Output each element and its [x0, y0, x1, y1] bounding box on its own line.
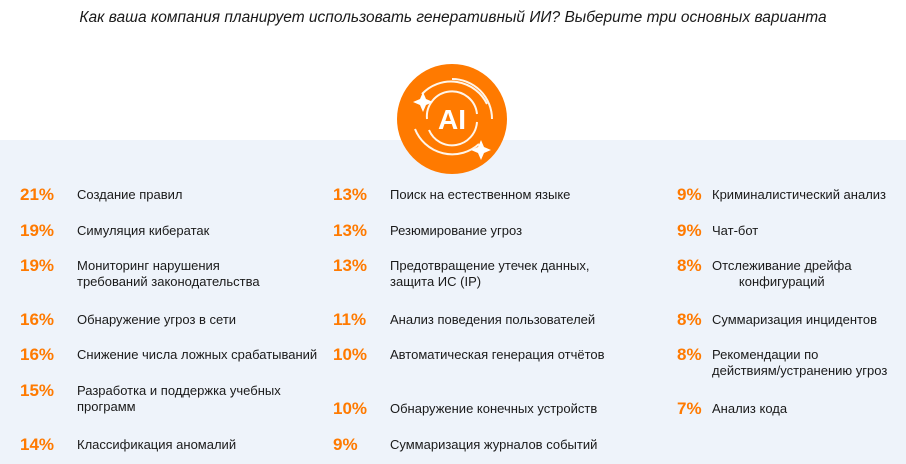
- result-item: 19% Мониторинг нарушения требований закон…: [20, 257, 260, 290]
- result-item: 13% Поиск на естественном языке: [333, 186, 570, 203]
- result-percent: 19%: [20, 221, 55, 240]
- result-item: 16% Обнаружение угроз в сети: [20, 311, 236, 328]
- result-label: Автоматическая генерация отчётов: [390, 347, 605, 362]
- result-item: 9% Суммаризация журналов событий: [333, 436, 597, 453]
- result-item: 8% Отслеживание дрейфа конфигураций: [677, 257, 852, 290]
- result-percent: 16%: [20, 310, 55, 329]
- result-percent: 8%: [677, 345, 702, 364]
- result-item: 9% Чат-бот: [677, 222, 758, 239]
- result-percent: 13%: [333, 256, 368, 275]
- result-percent: 19%: [20, 256, 55, 275]
- result-label: Обнаружение угроз в сети: [77, 312, 237, 327]
- result-label: Анализ поведения пользователей: [390, 312, 596, 327]
- result-label: Поиск на естественном языке: [390, 187, 571, 202]
- result-item: 15% Разработка и поддержка учебных програ…: [20, 382, 281, 415]
- result-percent: 8%: [677, 256, 702, 275]
- result-item: 7% Анализ кода: [677, 400, 787, 417]
- result-label: Криминалистический анализ: [712, 187, 887, 202]
- result-label: Рекомендации по действиям/устранению угр…: [712, 347, 888, 378]
- result-item: 14% Классификация аномалий: [20, 436, 236, 453]
- result-item: 13% Резюмирование угроз: [333, 222, 522, 239]
- result-percent: 9%: [333, 435, 358, 454]
- result-label: Симуляция кибератак: [77, 223, 210, 238]
- result-label: Мониторинг нарушения требований законода…: [77, 258, 260, 289]
- result-item: 10% Автоматическая генерация отчётов: [333, 346, 605, 363]
- result-percent: 9%: [677, 221, 702, 240]
- result-percent: 8%: [677, 310, 702, 329]
- result-item: 16% Снижение числа ложных срабатываний: [20, 346, 317, 363]
- result-percent: 10%: [333, 399, 368, 418]
- result-label: Суммаризация инцидентов: [712, 312, 877, 327]
- survey-question-title: Как ваша компания планирует использовать…: [79, 9, 827, 26]
- result-label: Разработка и поддержка учебных программ: [77, 383, 281, 414]
- result-label: Снижение числа ложных срабатываний: [77, 347, 318, 362]
- result-label: Отслеживание дрейфа конфигураций: [712, 258, 852, 289]
- result-percent: 13%: [333, 221, 368, 240]
- result-label: Чат-бот: [712, 223, 759, 238]
- ai-logo-icon: AI: [397, 64, 507, 174]
- result-percent: 9%: [677, 185, 702, 204]
- result-item: 19% Симуляция кибератак: [20, 222, 209, 239]
- result-percent: 7%: [677, 399, 702, 418]
- result-item: 9% Криминалистический анализ: [677, 186, 886, 203]
- result-percent: 14%: [20, 435, 55, 454]
- result-item: 13% Предотвращение утечек данных, защита …: [333, 257, 589, 290]
- result-percent: 21%: [20, 185, 55, 204]
- result-item: 21% Создание правил: [20, 186, 183, 203]
- result-percent: 15%: [20, 381, 55, 400]
- result-percent: 13%: [333, 185, 368, 204]
- result-label: Создание правил: [77, 187, 183, 202]
- result-label: Резюмирование угроз: [390, 223, 523, 238]
- result-percent: 11%: [333, 310, 367, 329]
- results-panel: [0, 140, 906, 464]
- result-label: Классификация аномалий: [77, 437, 237, 452]
- result-label: Суммаризация журналов событий: [390, 437, 598, 452]
- result-item: 11% Анализ поведения пользователей: [333, 311, 595, 328]
- result-label: Предотвращение утечек данных, защита ИС …: [390, 258, 590, 289]
- result-item: 10% Обнаружение конечных устройств: [333, 400, 597, 417]
- logo-text: AI: [438, 104, 466, 135]
- result-percent: 16%: [20, 345, 55, 364]
- result-label: Обнаружение конечных устройств: [390, 401, 598, 416]
- result-label: Анализ кода: [712, 401, 788, 416]
- result-percent: 10%: [333, 345, 368, 364]
- result-item: 8% Суммаризация инцидентов: [677, 311, 877, 328]
- result-item: 8% Рекомендации по действиям/устранению у…: [677, 346, 887, 379]
